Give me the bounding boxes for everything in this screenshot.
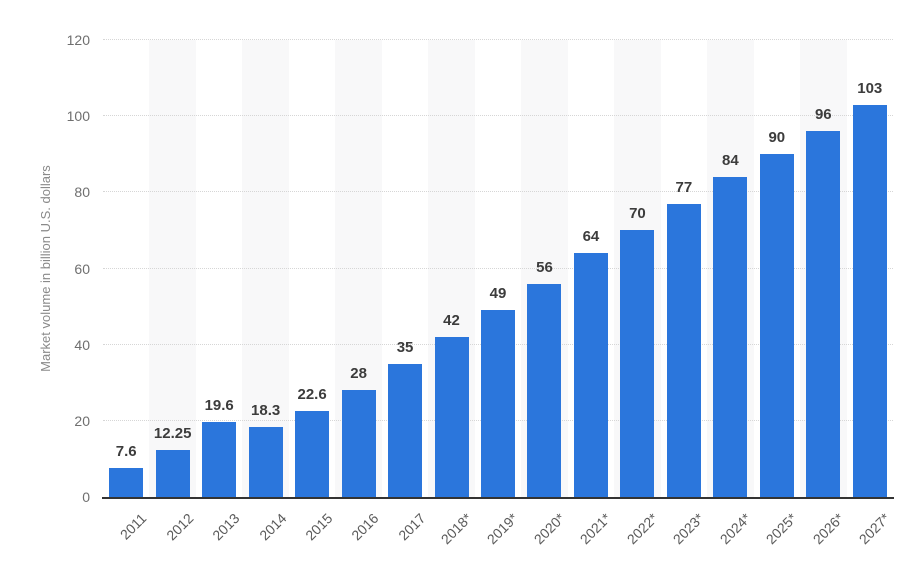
bar-value-label: 19.6 bbox=[204, 397, 234, 414]
bar-value-label: 12.25 bbox=[153, 425, 192, 442]
bar-value-label: 70 bbox=[629, 205, 646, 222]
x-tick-label: 2017 bbox=[395, 510, 429, 544]
y-tick-label: 60 bbox=[74, 260, 90, 277]
bar-value-label: 7.6 bbox=[115, 443, 137, 460]
x-tick-label: 2021* bbox=[577, 510, 615, 548]
y-tick-label: 100 bbox=[66, 108, 90, 125]
x-tick-label: 2027* bbox=[855, 510, 894, 548]
bar[interactable] bbox=[295, 411, 330, 497]
bar[interactable] bbox=[620, 230, 655, 497]
gridline bbox=[103, 267, 893, 269]
x-tick-label: 2026* bbox=[809, 510, 847, 548]
x-tick-label: 2019* bbox=[484, 510, 522, 548]
bar-value-label: 35 bbox=[396, 339, 414, 356]
x-tick-label: 2020* bbox=[530, 510, 568, 548]
bar[interactable] bbox=[202, 422, 237, 497]
bar[interactable] bbox=[759, 154, 794, 497]
x-tick-label: 2013 bbox=[209, 510, 243, 544]
column-band bbox=[149, 40, 196, 497]
x-axis-line bbox=[102, 497, 894, 499]
bar-value-label: 103 bbox=[857, 80, 883, 97]
gridline bbox=[103, 39, 893, 40]
y-tick-label: 0 bbox=[82, 489, 90, 505]
x-tick-label: 2018* bbox=[437, 510, 475, 548]
bar[interactable] bbox=[109, 468, 144, 497]
bar[interactable] bbox=[434, 337, 469, 497]
bar[interactable] bbox=[388, 364, 423, 497]
y-tick-label: 20 bbox=[74, 412, 90, 429]
y-tick-label: 120 bbox=[66, 32, 90, 48]
bar[interactable] bbox=[852, 105, 887, 497]
bar[interactable] bbox=[527, 284, 562, 497]
x-tick-label: 2014 bbox=[255, 510, 289, 544]
bar[interactable] bbox=[341, 390, 376, 497]
gridline bbox=[103, 115, 893, 117]
bar-value-label: 64 bbox=[582, 228, 600, 245]
bar[interactable] bbox=[155, 450, 190, 497]
x-tick-label: 2012 bbox=[162, 510, 197, 544]
gridline bbox=[103, 191, 893, 193]
bar[interactable] bbox=[666, 204, 701, 497]
x-tick-label: 2022* bbox=[623, 510, 661, 548]
y-tick-label: 40 bbox=[74, 336, 90, 353]
x-tick-label: 2016 bbox=[348, 510, 382, 544]
bar[interactable] bbox=[248, 427, 283, 497]
bar-value-label: 28 bbox=[350, 365, 367, 382]
bar-value-label: 42 bbox=[443, 312, 460, 329]
bar[interactable] bbox=[713, 177, 748, 497]
bar[interactable] bbox=[806, 131, 841, 497]
bar-value-label: 18.3 bbox=[251, 402, 281, 419]
x-tick-label: 2024* bbox=[716, 510, 754, 548]
bar-value-label: 84 bbox=[722, 152, 739, 169]
bar-value-label: 49 bbox=[489, 285, 507, 302]
x-tick-label: 2011 bbox=[116, 510, 150, 543]
bar[interactable] bbox=[481, 310, 515, 497]
bar-value-label: 96 bbox=[814, 106, 832, 123]
column-band bbox=[242, 40, 289, 497]
x-tick-label: 2015 bbox=[302, 510, 336, 544]
bar[interactable] bbox=[573, 253, 608, 497]
bar-value-label: 56 bbox=[536, 259, 553, 276]
x-tick-label: 2023* bbox=[670, 510, 708, 548]
bar-value-label: 77 bbox=[675, 179, 693, 196]
y-tick-label: 80 bbox=[74, 184, 90, 201]
bar-value-label: 22.6 bbox=[297, 386, 327, 403]
bar-value-label: 90 bbox=[768, 129, 786, 146]
x-tick-label: 2025* bbox=[762, 510, 801, 548]
